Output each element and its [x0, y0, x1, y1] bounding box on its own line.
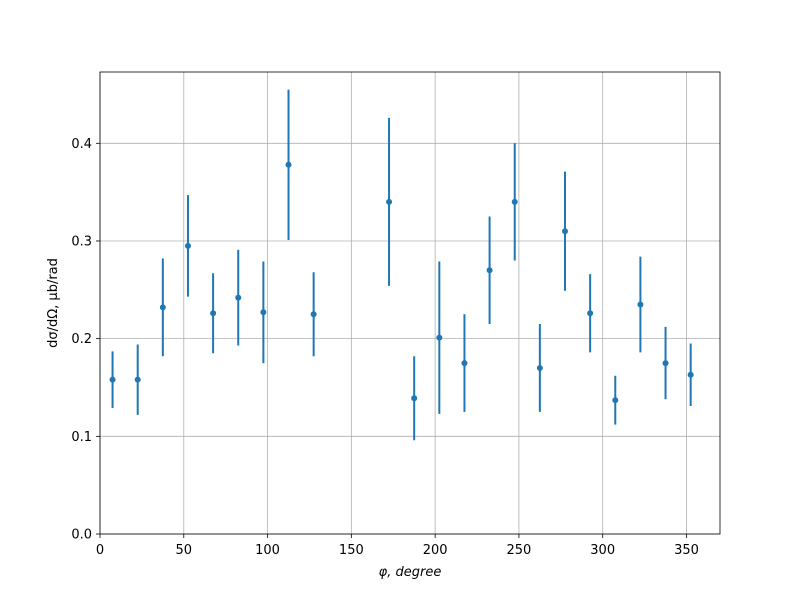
- data-point: [386, 198, 393, 205]
- data-point: [536, 364, 543, 371]
- x-tick-label: 150: [339, 543, 364, 558]
- data-point: [109, 376, 116, 383]
- data-point: [184, 242, 191, 249]
- data-point: [285, 161, 292, 168]
- data-point: [210, 310, 217, 317]
- data-point: [411, 395, 418, 402]
- x-tick-label: 100: [255, 543, 280, 558]
- x-tick-label: 200: [423, 543, 448, 558]
- x-axis-label: φ, degree: [379, 565, 442, 580]
- data-point: [637, 301, 644, 308]
- data-point: [662, 360, 669, 367]
- data-point: [486, 267, 493, 274]
- y-tick-label: 0.3: [71, 234, 92, 249]
- y-tick-label: 0.0: [71, 528, 92, 543]
- data-point: [235, 294, 242, 301]
- data-point: [511, 198, 518, 205]
- x-tick-label: 300: [590, 543, 615, 558]
- plot-frame: [99, 71, 721, 535]
- marks-layer: [109, 89, 694, 441]
- data-point: [260, 309, 267, 316]
- y-axis-label: dσ/dΩ, μb/rad: [46, 258, 61, 348]
- data-point: [587, 310, 594, 317]
- data-point: [687, 371, 694, 378]
- data-point: [461, 360, 468, 367]
- x-tick-label: 250: [507, 543, 532, 558]
- data-point: [310, 311, 317, 318]
- data-point: [134, 376, 141, 383]
- data-point: [562, 228, 568, 235]
- y-tick-label: 0.1: [71, 430, 92, 445]
- grid-layer: [99, 72, 720, 535]
- data-point: [159, 304, 166, 311]
- x-tick-label: 0: [96, 543, 104, 558]
- data-point: [612, 397, 619, 404]
- x-tick-label: 350: [674, 543, 699, 558]
- data-point: [436, 334, 443, 341]
- x-tick-label: 50: [176, 543, 193, 558]
- y-tick-label: 0.4: [71, 137, 92, 152]
- y-tick-label: 0.2: [71, 332, 92, 347]
